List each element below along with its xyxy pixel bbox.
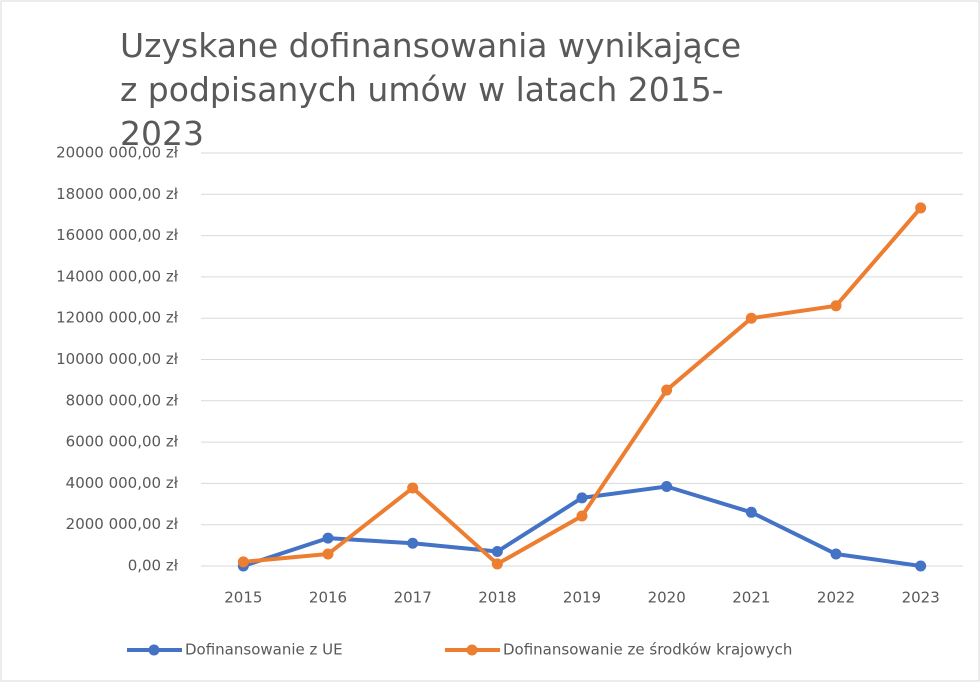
chart-title: Uzyskane dofinansowania wynikające z pod… <box>120 26 742 153</box>
point <box>745 506 757 518</box>
point <box>491 546 503 558</box>
x-tick-label: 2016 <box>309 589 347 607</box>
x-tick-label: 2015 <box>224 589 262 607</box>
y-tick-label: 6000 000,00 zł <box>66 433 179 451</box>
y-tick-label: 20000 000,00 zł <box>56 144 179 162</box>
point <box>322 532 334 544</box>
point <box>661 480 673 492</box>
y-tick-label: 16000 000,00 zł <box>56 226 179 244</box>
y-tick-label: 0,00 zł <box>128 557 179 575</box>
point <box>576 492 588 504</box>
point <box>491 558 503 570</box>
y-tick-label: 10000 000,00 zł <box>56 350 179 368</box>
legend-marker <box>466 644 478 656</box>
x-tick-label: 2022 <box>817 589 855 607</box>
y-tick-label: 2000 000,00 zł <box>66 515 179 533</box>
point <box>745 312 757 324</box>
point <box>661 384 673 396</box>
legend-label: Dofinansowanie ze środków krajowych <box>503 641 792 659</box>
point <box>915 202 927 214</box>
point <box>576 510 588 522</box>
x-tick-label: 2021 <box>732 589 770 607</box>
point <box>915 560 927 572</box>
x-tick-label: 2023 <box>902 589 940 607</box>
y-tick-label: 12000 000,00 zł <box>56 309 179 327</box>
point <box>407 537 419 549</box>
point <box>322 548 334 560</box>
y-tick-label: 8000 000,00 zł <box>66 391 179 409</box>
x-tick-label: 2018 <box>478 589 516 607</box>
y-tick-label: 18000 000,00 zł <box>56 185 179 203</box>
legend-marker <box>148 644 160 656</box>
y-tick-label: 14000 000,00 zł <box>56 267 179 285</box>
point <box>407 482 419 494</box>
x-tick-label: 2017 <box>394 589 432 607</box>
legend-label: Dofinansowanie z UE <box>185 641 343 659</box>
x-tick-label: 2020 <box>648 589 686 607</box>
y-tick-label: 4000 000,00 zł <box>66 474 179 492</box>
point <box>830 548 842 560</box>
x-tick-label: 2019 <box>563 589 601 607</box>
point <box>237 556 249 568</box>
point <box>830 300 842 312</box>
